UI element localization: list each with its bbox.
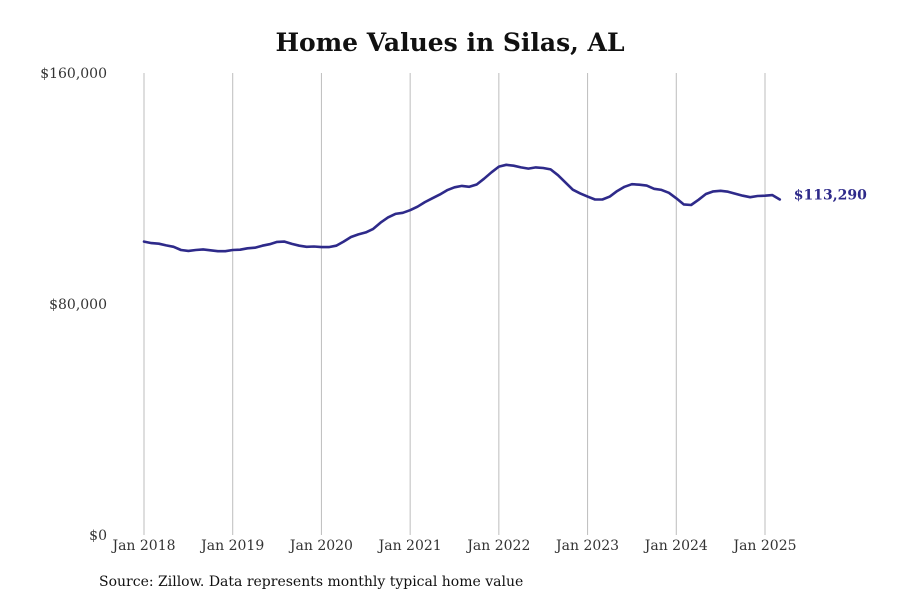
x-tick-label: Jan 2023 bbox=[554, 538, 619, 554]
y-tick-label: $80,000 bbox=[49, 297, 107, 313]
x-tick-label: Jan 2024 bbox=[643, 538, 708, 554]
x-tick-label: Jan 2020 bbox=[288, 538, 353, 554]
source-note: Source: Zillow. Data represents monthly … bbox=[99, 574, 524, 590]
y-tick-label: $160,000 bbox=[40, 66, 107, 82]
x-tick-label: Jan 2019 bbox=[199, 538, 264, 554]
y-axis-ticks: $0 $80,000 $160,000 bbox=[40, 66, 107, 544]
x-tick-label: Jan 2018 bbox=[110, 538, 175, 554]
chart-title: Home Values in Silas, AL bbox=[275, 28, 625, 57]
x-axis-ticks: Jan 2018 Jan 2019 Jan 2020 Jan 2021 Jan 2022… bbox=[110, 538, 796, 554]
end-value-label: $113,290 bbox=[794, 187, 867, 203]
x-tick-label: Jan 2022 bbox=[465, 538, 530, 554]
home-value-series-line bbox=[142, 163, 782, 253]
x-tick-label: Jan 2025 bbox=[731, 538, 796, 554]
x-tick-label: Jan 2021 bbox=[377, 538, 442, 554]
gridlines bbox=[143, 73, 766, 535]
y-tick-label: $0 bbox=[89, 528, 107, 544]
